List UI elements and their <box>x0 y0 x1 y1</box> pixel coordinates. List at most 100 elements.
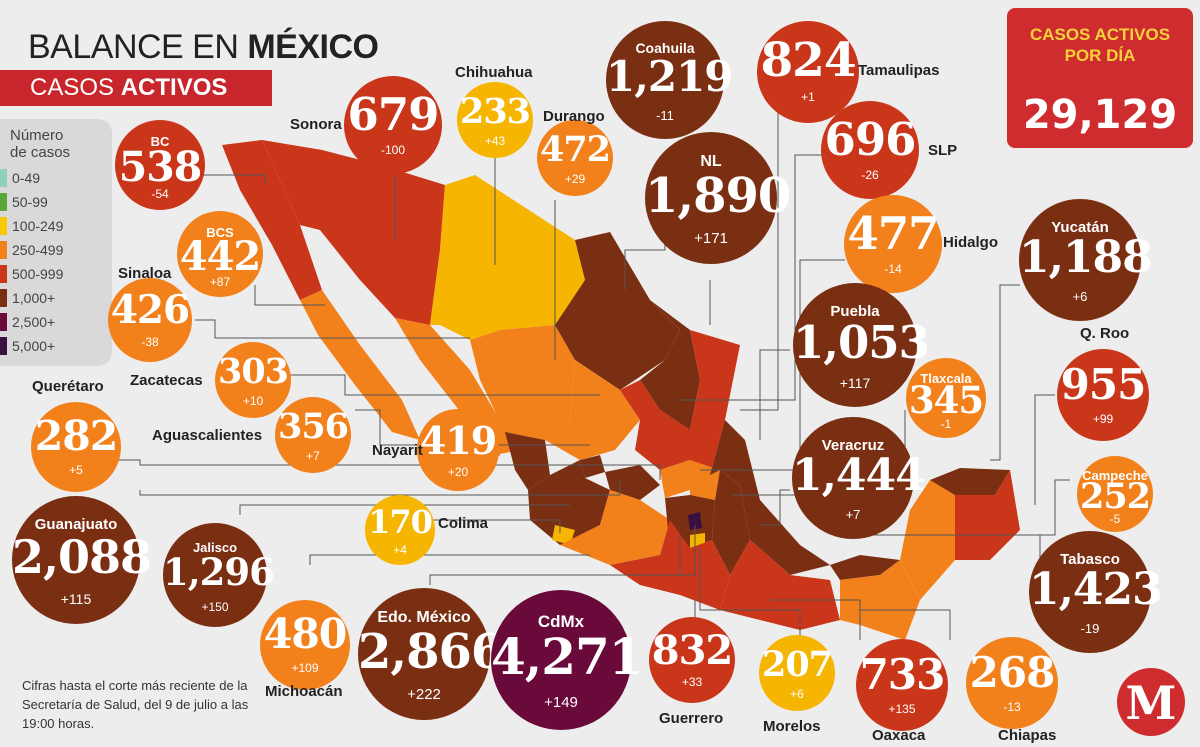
map-qroo <box>955 470 1020 560</box>
state-change: +20 <box>447 464 469 479</box>
state-name: Colima <box>438 515 489 532</box>
map-bcs <box>300 290 420 440</box>
legend-label: 100-249 <box>12 218 64 234</box>
state-value: 303 <box>217 351 289 393</box>
state-value: 207 <box>761 644 833 686</box>
state-change: -13 <box>1003 699 1021 714</box>
milenio-logo: M <box>1117 668 1185 736</box>
state-bubble: 207 +6 <box>759 635 835 711</box>
legend-row: 100-249 <box>0 215 100 237</box>
state-change: +117 <box>839 374 871 391</box>
map-coahuila <box>555 232 680 390</box>
map-ags <box>580 455 605 478</box>
state-name: Querétaro <box>32 378 104 395</box>
state-value: 268 <box>969 647 1056 697</box>
state-name: Chiapas <box>998 727 1057 744</box>
map-tamaulipas <box>690 330 740 475</box>
map-veracruz <box>710 420 830 575</box>
state-bubble: 426 -38 <box>108 278 192 362</box>
legend-row: 1,000+ <box>0 287 100 309</box>
state-name: Q. Roo <box>1080 325 1130 342</box>
state-value: 2,088 <box>12 530 152 585</box>
map-guanajuato <box>605 465 660 500</box>
total-label: CASOS ACTIVOS POR DÍA <box>1007 24 1193 66</box>
state-name: Chihuahua <box>455 64 533 81</box>
legend-swatch <box>0 241 7 259</box>
state-name: Veracruz <box>821 436 885 454</box>
state-change: +1 <box>801 90 815 105</box>
state-value: 170 <box>368 503 433 542</box>
state-value: 1,296 <box>163 550 275 595</box>
state-name: NL <box>700 153 722 171</box>
state-name: BCS <box>206 224 234 240</box>
legend-row: 5,000+ <box>0 335 100 357</box>
state-bubble: 832 +33 <box>649 617 735 703</box>
state-change: -1 <box>940 417 952 432</box>
state-value: 696 <box>824 112 917 166</box>
source-note: Cifras hasta el corte más reciente de la… <box>22 678 249 731</box>
state-change: +43 <box>484 133 506 148</box>
state-change: +150 <box>201 599 229 614</box>
legend-label: 2,500+ <box>12 314 56 330</box>
state-bubble: NL 1,890 +171 <box>645 132 791 264</box>
state-value: 832 <box>651 626 734 674</box>
legend-row: 0-49 <box>0 167 100 189</box>
state-bubble: 955 +99 <box>1057 349 1149 441</box>
state-name: Sinaloa <box>118 265 172 282</box>
state-bubble: 356 +7 <box>275 397 351 473</box>
legend-label: 500-999 <box>12 266 64 282</box>
state-name: Morelos <box>763 718 821 735</box>
state-name: Jalisco <box>192 539 238 555</box>
state-value: 472 <box>539 129 611 171</box>
state-value: 1,188 <box>1019 231 1153 283</box>
state-value: 477 <box>847 206 940 260</box>
total-value: 29,129 <box>1022 92 1178 138</box>
page-title: BALANCE EN MÉXICO <box>28 28 379 67</box>
state-bubble: CdMx 4,271 +149 <box>491 590 644 730</box>
state-name: Tamaulipas <box>858 62 940 79</box>
state-name: Oaxaca <box>872 727 926 744</box>
map-slp <box>620 380 690 470</box>
map-bc <box>222 140 322 300</box>
legend-swatch <box>0 337 7 355</box>
state-bubble: BC 538 -54 <box>115 120 205 210</box>
state-bubble: 696 -26 <box>821 101 919 199</box>
state-name: CdMx <box>537 612 585 632</box>
legend-label: 250-499 <box>12 242 64 258</box>
state-change: -5 <box>1109 512 1121 527</box>
state-change: +6 <box>790 686 804 701</box>
state-bubble: Coahuila 1,219 -11 <box>606 21 734 139</box>
state-value: 2,866 <box>358 623 504 680</box>
state-value: 426 <box>110 287 190 334</box>
state-name: Sonora <box>290 116 342 133</box>
state-value: 233 <box>459 91 531 133</box>
state-bubble: 472 +29 <box>537 120 613 196</box>
state-name: Campeche <box>1082 468 1148 484</box>
state-bubble: 733 +135 <box>856 639 948 731</box>
state-name: Edo. México <box>377 609 471 627</box>
state-bubble: Edo. México 2,866 +222 <box>358 588 504 720</box>
state-change: -54 <box>151 186 169 201</box>
total-box: CASOS ACTIVOS POR DÍA 29,129 <box>1007 8 1193 148</box>
legend-swatch <box>0 193 7 211</box>
state-name: Aguascalientes <box>152 427 263 444</box>
state-name: Guerrero <box>659 710 724 727</box>
state-change: +149 <box>544 693 578 711</box>
state-change: +135 <box>888 701 916 716</box>
legend-label: 1,000+ <box>12 290 56 306</box>
subtitle-banner: CASOS ACTIVOS <box>0 70 272 106</box>
state-value: 356 <box>277 406 349 448</box>
legend-label: 0-49 <box>12 170 41 186</box>
map-sonora <box>262 140 445 325</box>
map-jalisco <box>528 460 610 545</box>
map-sinaloa <box>395 318 520 455</box>
state-bubble: BCS 442 +87 <box>177 211 263 297</box>
state-name: Coahuila <box>635 39 695 56</box>
map-nl <box>640 300 700 430</box>
state-bubble: Campeche 252 -5 <box>1077 456 1153 532</box>
state-bubble: Tlaxcala 345 -1 <box>906 358 986 438</box>
state-bubble: 268 -13 <box>966 637 1058 729</box>
state-change: +87 <box>209 274 231 289</box>
legend-title-line2: de casos <box>10 144 71 161</box>
map-oaxaca <box>720 540 840 630</box>
